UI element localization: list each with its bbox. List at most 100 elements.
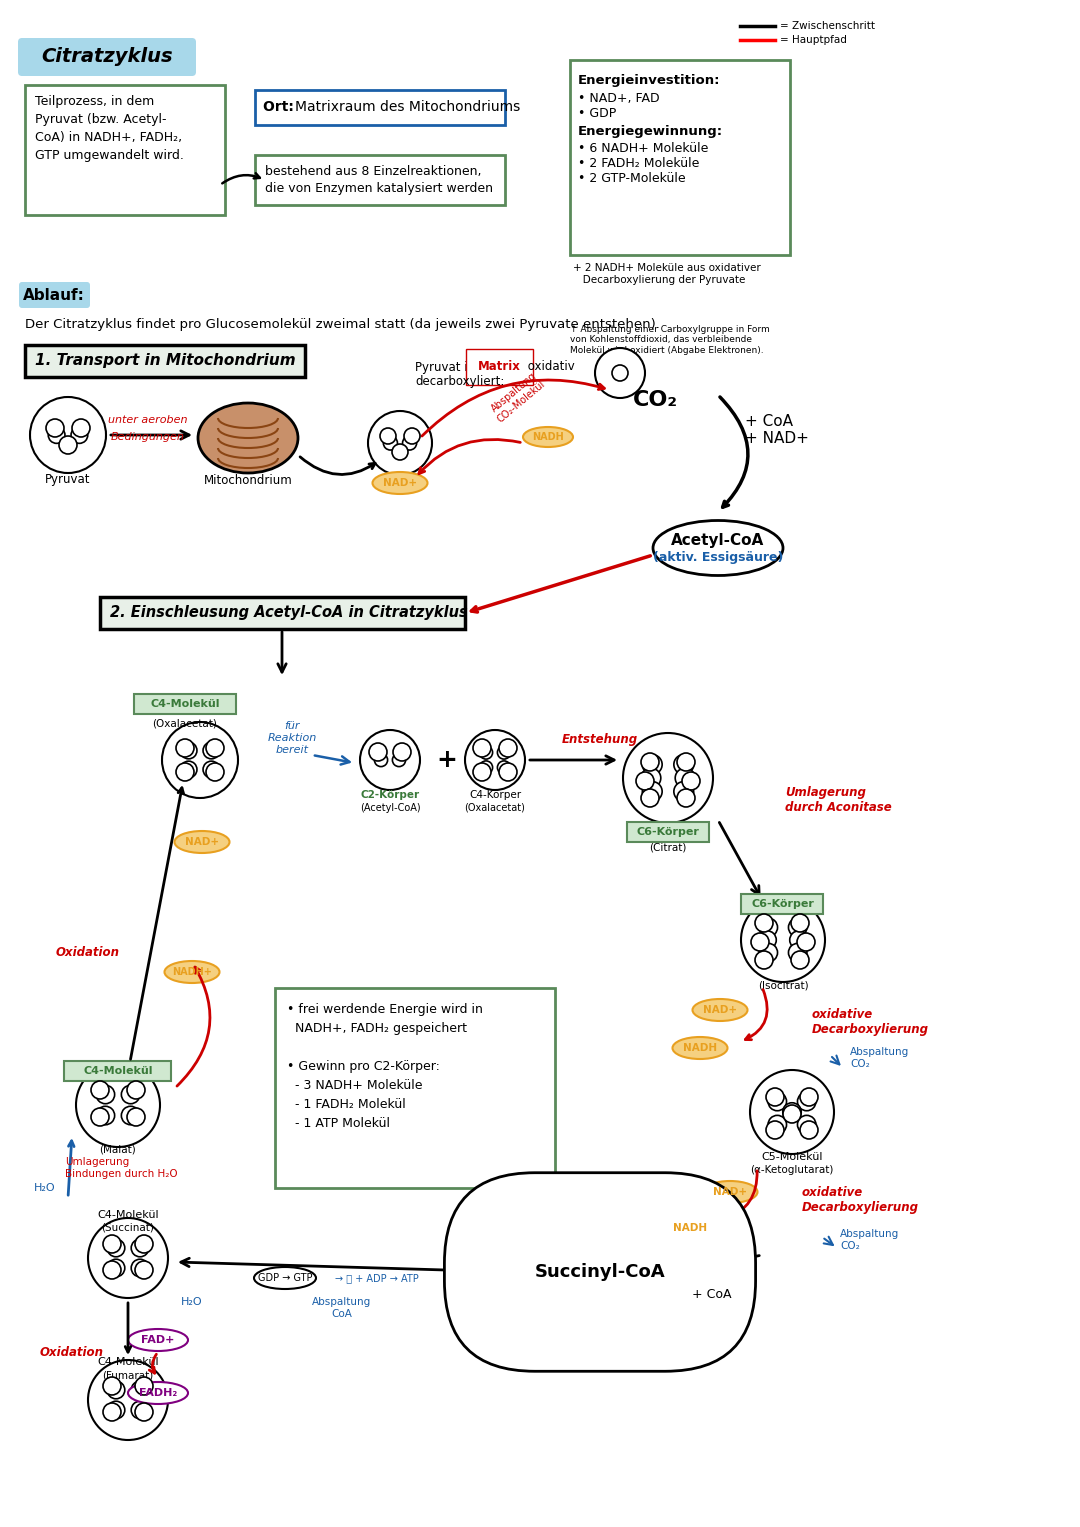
Circle shape bbox=[203, 742, 219, 759]
Ellipse shape bbox=[653, 521, 783, 576]
Text: Pyruvat in: Pyruvat in bbox=[415, 360, 478, 374]
Circle shape bbox=[473, 739, 491, 757]
Circle shape bbox=[636, 773, 654, 789]
Text: Ort:: Ort: bbox=[264, 99, 299, 115]
Circle shape bbox=[91, 1109, 109, 1125]
Circle shape bbox=[612, 365, 627, 382]
Circle shape bbox=[800, 1121, 818, 1139]
Text: • 2 FADH₂ Moleküle: • 2 FADH₂ Moleküle bbox=[578, 157, 700, 169]
Ellipse shape bbox=[254, 1267, 316, 1289]
Text: C6-Körper: C6-Körper bbox=[752, 899, 814, 909]
Ellipse shape bbox=[662, 1217, 717, 1238]
Text: Abspaltung
CO₂: Abspaltung CO₂ bbox=[840, 1229, 900, 1251]
FancyBboxPatch shape bbox=[134, 693, 237, 715]
Circle shape bbox=[127, 1109, 145, 1125]
Circle shape bbox=[176, 764, 194, 780]
Text: = Zwischenschritt: = Zwischenschritt bbox=[780, 21, 875, 31]
Circle shape bbox=[642, 753, 659, 771]
Circle shape bbox=[103, 1403, 121, 1422]
Text: C4-Molekül: C4-Molekül bbox=[83, 1066, 152, 1077]
Text: (aktiv. Essigsäure): (aktiv. Essigsäure) bbox=[652, 551, 783, 565]
Text: Entstehung: Entstehung bbox=[562, 733, 638, 747]
FancyBboxPatch shape bbox=[255, 156, 505, 205]
Circle shape bbox=[369, 744, 387, 760]
Circle shape bbox=[755, 915, 773, 931]
Text: Pyruvat: Pyruvat bbox=[45, 473, 91, 487]
Circle shape bbox=[107, 1382, 125, 1399]
Circle shape bbox=[800, 1089, 818, 1106]
Text: NADH: NADH bbox=[532, 432, 564, 441]
Text: (Oxalacetat): (Oxalacetat) bbox=[152, 718, 217, 728]
Circle shape bbox=[127, 1081, 145, 1099]
Circle shape bbox=[107, 1402, 125, 1419]
Circle shape bbox=[392, 753, 406, 767]
Circle shape bbox=[788, 944, 807, 962]
Circle shape bbox=[498, 760, 511, 774]
Circle shape bbox=[498, 745, 511, 759]
Circle shape bbox=[107, 1260, 125, 1277]
Text: Abspaltung
CoA: Abspaltung CoA bbox=[312, 1298, 372, 1319]
Text: H₂O: H₂O bbox=[181, 1296, 203, 1307]
Circle shape bbox=[91, 1081, 109, 1099]
Circle shape bbox=[383, 437, 397, 450]
Circle shape bbox=[677, 789, 696, 806]
Ellipse shape bbox=[175, 831, 229, 854]
Circle shape bbox=[180, 742, 197, 759]
Circle shape bbox=[681, 773, 700, 789]
Circle shape bbox=[758, 931, 777, 950]
Circle shape bbox=[392, 444, 408, 460]
Text: Umlagerung
durch Aconitase: Umlagerung durch Aconitase bbox=[785, 786, 892, 814]
Text: +: + bbox=[436, 748, 458, 773]
Circle shape bbox=[206, 764, 224, 780]
Circle shape bbox=[677, 753, 696, 771]
Circle shape bbox=[788, 918, 807, 936]
FancyBboxPatch shape bbox=[19, 282, 90, 308]
Circle shape bbox=[368, 411, 432, 475]
Ellipse shape bbox=[702, 1180, 757, 1203]
Text: FAD+: FAD+ bbox=[141, 1335, 175, 1345]
Text: = Hauptpfad: = Hauptpfad bbox=[780, 35, 847, 44]
Circle shape bbox=[623, 733, 713, 823]
Text: oxidative
Decarboxylierung: oxidative Decarboxylierung bbox=[802, 1186, 919, 1214]
Circle shape bbox=[72, 418, 90, 437]
Text: oxidativ: oxidativ bbox=[524, 360, 575, 374]
Circle shape bbox=[755, 951, 773, 970]
Text: 1. Transport in Mitochondrium: 1. Transport in Mitochondrium bbox=[35, 353, 296, 368]
Text: Citratzyklus: Citratzyklus bbox=[41, 47, 173, 67]
Circle shape bbox=[121, 1086, 139, 1104]
FancyBboxPatch shape bbox=[25, 86, 225, 215]
Text: + CoA
+ NAD+: + CoA + NAD+ bbox=[745, 414, 809, 446]
Text: Bedingungen: Bedingungen bbox=[111, 432, 185, 441]
Text: NADH: NADH bbox=[673, 1223, 707, 1232]
FancyBboxPatch shape bbox=[25, 345, 305, 377]
Circle shape bbox=[180, 760, 197, 777]
Circle shape bbox=[176, 739, 194, 757]
Text: (Acetyl-CoA): (Acetyl-CoA) bbox=[360, 803, 420, 812]
Circle shape bbox=[30, 397, 106, 473]
Text: C4-Molekül: C4-Molekül bbox=[97, 1209, 159, 1220]
Text: NAD+: NAD+ bbox=[703, 1005, 737, 1015]
Text: H₂O: H₂O bbox=[35, 1183, 56, 1193]
Circle shape bbox=[107, 1240, 125, 1257]
Circle shape bbox=[375, 753, 388, 767]
Ellipse shape bbox=[692, 999, 747, 1022]
Circle shape bbox=[797, 1092, 816, 1110]
Circle shape bbox=[759, 944, 778, 962]
Circle shape bbox=[49, 426, 65, 443]
Text: Energiegewinnung:: Energiegewinnung: bbox=[578, 125, 724, 137]
Text: • NAD+, FAD: • NAD+, FAD bbox=[578, 92, 660, 105]
Text: NADH+: NADH+ bbox=[172, 967, 212, 977]
Circle shape bbox=[615, 368, 625, 379]
Text: decarboxyliert:: decarboxyliert: bbox=[415, 376, 504, 388]
Text: Acetyl-CoA: Acetyl-CoA bbox=[672, 533, 765, 548]
Circle shape bbox=[643, 782, 662, 802]
FancyBboxPatch shape bbox=[18, 38, 195, 76]
Text: • frei werdende Energie wird in
  NADH+, FADH₂ gespeichert

• Gewinn pro C2-Körp: • frei werdende Energie wird in NADH+, F… bbox=[287, 1003, 483, 1130]
Circle shape bbox=[465, 730, 525, 789]
Circle shape bbox=[380, 428, 396, 444]
Circle shape bbox=[791, 951, 809, 970]
Circle shape bbox=[499, 764, 517, 780]
Text: (Malat): (Malat) bbox=[99, 1145, 136, 1154]
Circle shape bbox=[480, 760, 492, 774]
Circle shape bbox=[135, 1403, 153, 1422]
